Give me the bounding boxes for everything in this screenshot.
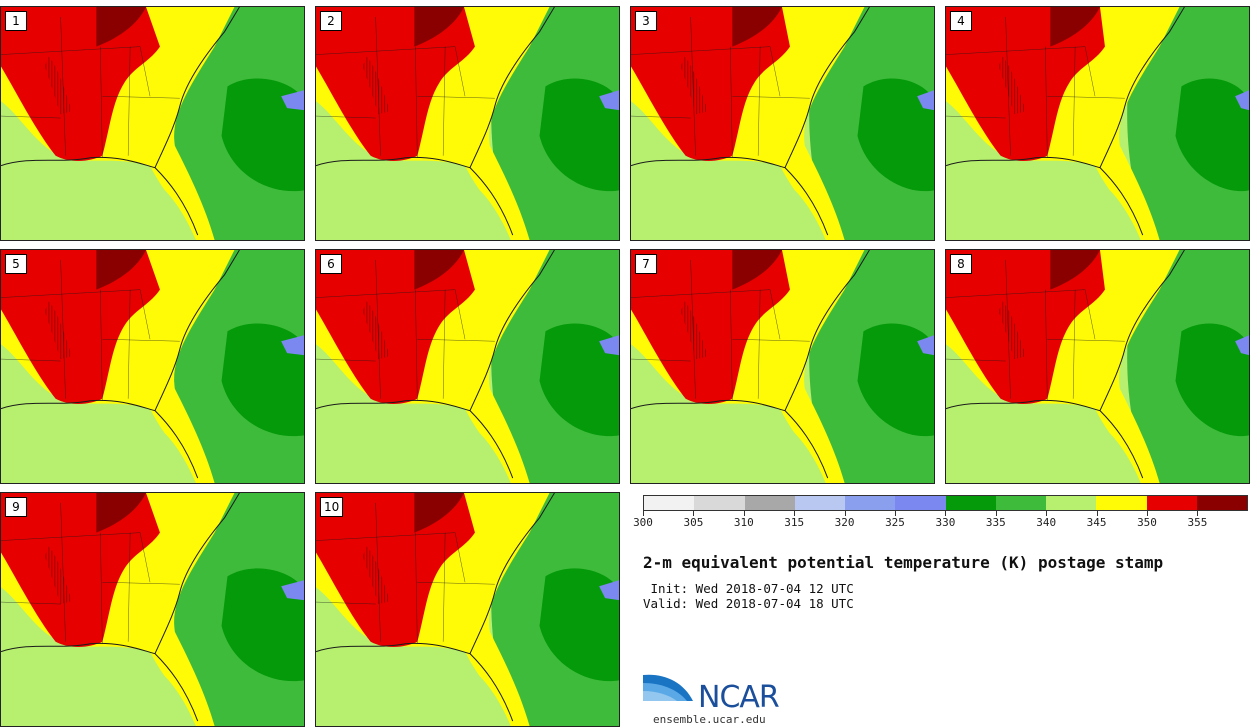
- stamp-label: 2: [320, 11, 342, 31]
- stamp-map: 9: [0, 492, 305, 727]
- colorbar-tick-label: 355: [1187, 516, 1208, 529]
- stamp-label: 9: [5, 497, 27, 517]
- stamp-map: 5: [0, 249, 305, 484]
- stamp-field: [316, 493, 619, 726]
- colorbar-tick-label: 345: [1086, 516, 1107, 529]
- colorbar-segment: [644, 496, 695, 510]
- page-title: 2-m equivalent potential temperature (K)…: [643, 553, 1164, 572]
- colorbar-tick-mark: [945, 511, 947, 516]
- colorbar-tick-mark: [743, 511, 745, 516]
- colorbar-tick-mark: [1147, 511, 1148, 516]
- stamp-map: 6: [315, 249, 620, 484]
- colorbar-segment: [895, 496, 946, 510]
- ncar-swoosh-icon: [643, 674, 693, 701]
- stamp-label: 8: [950, 254, 972, 274]
- colorbar-tick-mark: [895, 511, 896, 516]
- stamp-map: 2: [315, 6, 620, 241]
- stamp-label: 3: [635, 11, 657, 31]
- colorbar-tick-mark: [844, 511, 846, 516]
- colorbar-tick-mark: [1096, 511, 1098, 516]
- stamp-label: 5: [5, 254, 27, 274]
- stamp-map: 7: [630, 249, 935, 484]
- colorbar-tick-label: 330: [935, 516, 956, 529]
- stamp-field: [1, 7, 304, 240]
- colorbar-tick-mark: [1046, 511, 1048, 516]
- colorbar-tick-label: 300: [633, 516, 653, 529]
- logo-wordmark: NCAR: [698, 680, 780, 715]
- colorbar-segment: [794, 496, 845, 510]
- stamp-field: [946, 7, 1249, 240]
- stamp-field: [1, 493, 304, 726]
- stamp-field: [631, 250, 934, 483]
- stamp-field: [316, 7, 619, 240]
- stamp-label: 7: [635, 254, 657, 274]
- colorbar-segment: [744, 496, 795, 510]
- colorbar-segment: [1096, 496, 1147, 510]
- colorbar-tick-mark: [643, 511, 644, 516]
- logo-url: ensemble.ucar.edu: [653, 713, 766, 726]
- colorbar-tick-mark: [693, 511, 695, 516]
- stamp-label: 6: [320, 254, 342, 274]
- colorbar-tick-label: 335: [985, 516, 1006, 529]
- stamp-map: 4: [945, 6, 1250, 241]
- stamp-field: [1, 250, 304, 483]
- colorbar-segment: [995, 496, 1046, 510]
- stamp-map: 8: [945, 249, 1250, 484]
- stamp-map: 10: [315, 492, 620, 727]
- colorbar-tick-label: 320: [834, 516, 855, 529]
- colorbar-tick-mark: [1197, 511, 1199, 516]
- colorbar-ticks: 300 305 310 315 320 325 330 335 340 345 …: [633, 511, 1248, 531]
- stamp-label: 10: [320, 497, 344, 517]
- colorbar: [643, 495, 1248, 511]
- stamp-label: 4: [950, 11, 972, 31]
- colorbar-tick-label: 305: [683, 516, 704, 529]
- valid-time: Valid: Wed 2018-07-04 18 UTC: [643, 596, 854, 611]
- colorbar-segment: [1046, 496, 1097, 510]
- colorbar-segment: [945, 496, 996, 510]
- colorbar-tick-label: 350: [1137, 516, 1157, 529]
- colorbar-segment: [1196, 496, 1247, 510]
- stamp-field: [316, 250, 619, 483]
- colorbar-tick-label: 310: [733, 516, 754, 529]
- colorbar-tick-mark: [995, 511, 997, 516]
- stamp-field: [631, 7, 934, 240]
- colorbar-tick-mark: [794, 511, 796, 516]
- colorbar-tick-label: 315: [784, 516, 805, 529]
- stamp-map: 1: [0, 6, 305, 241]
- ncar-logo: NCAR ensemble.ucar.edu: [643, 671, 803, 727]
- init-time: Init: Wed 2018-07-04 12 UTC: [643, 581, 854, 596]
- stamp-field: [946, 250, 1249, 483]
- colorbar-segment: [694, 496, 745, 510]
- stamp-map: 3: [630, 6, 935, 241]
- colorbar-tick-label: 325: [885, 516, 905, 529]
- stamp-label: 1: [5, 11, 27, 31]
- colorbar-segment: [845, 496, 896, 510]
- colorbar-tick-label: 340: [1036, 516, 1057, 529]
- colorbar-segment: [1146, 496, 1197, 510]
